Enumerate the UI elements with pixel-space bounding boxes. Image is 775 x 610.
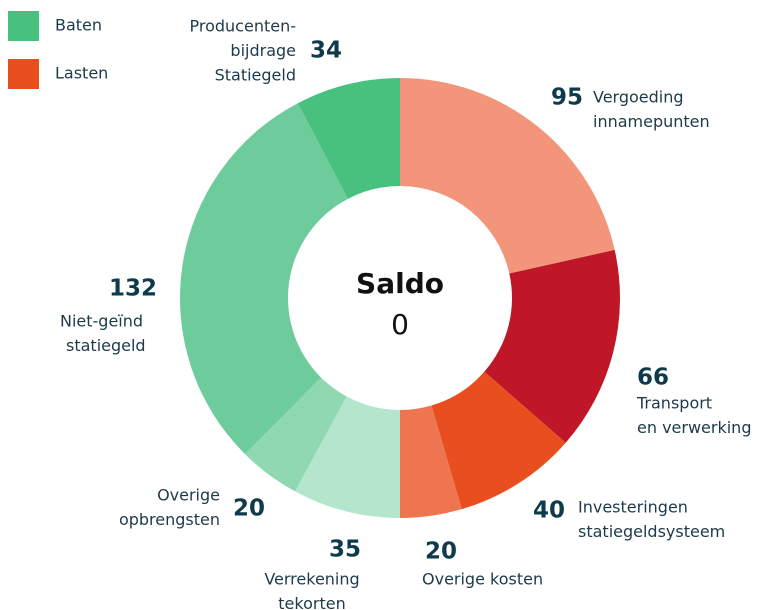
value-label: 34 [310,38,342,64]
category-label: Overige kosten [422,570,543,589]
category-label: Statiegeld [215,66,296,85]
category-label: Transport [636,394,712,413]
category-label: Overige [157,486,220,505]
legend-label: Lasten [55,64,108,83]
center-title: Saldo [356,267,444,300]
legend-swatch [8,11,39,41]
category-label: Vergoeding [593,88,684,107]
category-label: Niet-geïnd [60,312,143,331]
category-label: tekorten [278,594,345,610]
value-label: 35 [329,537,361,563]
donut-segment [431,371,566,510]
legend-label: Baten [55,16,102,35]
value-label: 40 [533,498,565,524]
value-label: 66 [637,365,669,391]
donut-segment [244,377,347,492]
donut-segment [180,103,348,455]
category-label: statiegeldsysteem [578,522,725,541]
category-label: bijdrage [230,41,296,60]
donut-segment [400,405,462,518]
value-label: 20 [425,539,457,565]
category-label: innamepunten [593,112,710,131]
category-label: en verwerking [637,418,751,437]
category-label: Verrekening [264,570,359,589]
category-label: statiegeld [66,336,146,355]
category-label: Producenten- [190,17,297,36]
value-label: 95 [551,85,583,111]
center-value: 0 [391,308,409,341]
legend-swatch [8,59,39,89]
donut-segment [295,396,400,518]
value-label: 20 [233,496,265,522]
value-label: 132 [109,276,157,302]
category-label: opbrengsten [119,510,220,529]
donut-segment [484,249,620,443]
category-label: Investeringen [578,498,688,517]
donut-segment [297,78,400,199]
donut-segment [400,78,615,274]
